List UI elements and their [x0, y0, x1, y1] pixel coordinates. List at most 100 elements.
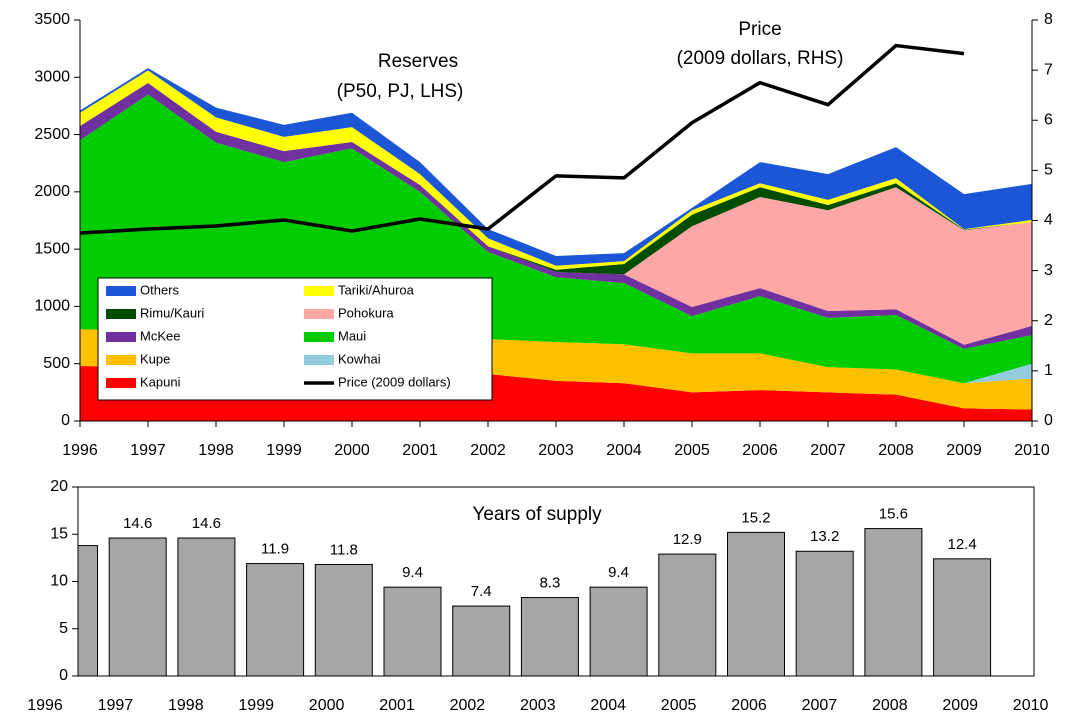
bars [78, 528, 992, 677]
x-tick-label: 2004 [606, 442, 642, 459]
legend-label: Tariki/Ahuroa [338, 282, 415, 297]
x-tick-label: 1997 [98, 697, 134, 714]
y2-tick-label: 2 [1044, 312, 1053, 329]
line [79, 43, 965, 235]
bar [933, 558, 992, 677]
x-tick-label: 2010 [1014, 442, 1050, 459]
annotation: (2009 dollars, RHS) [677, 48, 844, 69]
x-tick-label: 2003 [520, 697, 556, 714]
area [80, 70, 1032, 270]
x-tick-label: 2003 [538, 442, 574, 459]
data-label: 12.4 [947, 536, 976, 553]
legend-swatch [106, 286, 136, 296]
data-label: 11.8 [330, 541, 358, 558]
legend-box [97, 277, 493, 401]
data-label: 14.6 [192, 515, 221, 532]
legend-label: Rimu/Kauri [140, 305, 204, 320]
chart-title: Years of supply [472, 504, 602, 525]
x-tick-label: 2000 [334, 442, 370, 459]
legend-label: Others [140, 282, 180, 297]
data-label: 11.9 [261, 541, 289, 558]
reserves-chart: 0 500 1000 1500 2000 2500 3000 3500 0 1 2 3 4 5 6 7 8 199… [34, 11, 1053, 459]
legend-swatch [304, 355, 334, 365]
y2-tick-label: 5 [1044, 162, 1053, 179]
x-tick-label: 2007 [802, 697, 838, 714]
legend-label: Kapuni [140, 374, 181, 389]
y-tick-label: 20 [50, 478, 68, 495]
x-tick-label: 1999 [238, 697, 274, 714]
x-tick-label: 1996 [62, 442, 98, 459]
x-tick-label: 2001 [379, 697, 415, 714]
bar [383, 586, 442, 677]
y-tick-label: 15 [50, 525, 68, 542]
x-tick-label: 2001 [402, 442, 438, 459]
x-tick-label: 2008 [872, 697, 908, 714]
legend-label: Pohokura [338, 305, 394, 320]
data-label: 9.4 [608, 564, 629, 581]
bar [795, 550, 854, 677]
y-tick-label: 0 [59, 667, 68, 684]
x-tick-label: 1998 [168, 697, 204, 714]
bar [658, 553, 717, 677]
x-tick-label: 2009 [946, 442, 982, 459]
area [80, 83, 1032, 349]
x-tick-label: 1996 [27, 697, 63, 714]
data-label: 12.9 [673, 531, 702, 548]
y2-tick-label: 1 [1044, 362, 1053, 379]
x-tick-label: 2005 [674, 442, 710, 459]
x-tick-label: 2006 [731, 697, 767, 714]
y-tick-label: 500 [43, 355, 70, 372]
annotation: Reserves [378, 51, 458, 72]
y-tick-label: 3500 [34, 11, 70, 28]
legend-swatch [304, 332, 334, 342]
data-label: 8.3 [539, 575, 560, 592]
y-tick-label: 2000 [34, 183, 70, 200]
x-tick-label: 2002 [470, 442, 506, 459]
data-label: 14.6 [123, 515, 152, 532]
bar [246, 563, 305, 677]
x-tick-label: 1998 [198, 442, 234, 459]
bar [452, 605, 511, 677]
y2-tick-label: 8 [1044, 11, 1053, 28]
data-label: 15.2 [741, 509, 770, 526]
legend-label: McKee [140, 328, 180, 343]
bar [177, 537, 236, 677]
legend-label: Price (2009 dollars) [338, 374, 451, 389]
area [80, 68, 1032, 266]
legend-label: Maui [338, 328, 366, 343]
y-tick-label: 2500 [34, 126, 70, 143]
data-label: 13.2 [810, 528, 839, 545]
y-tick-label: 0 [61, 412, 70, 429]
data-label: 7.4 [471, 583, 492, 600]
bar [314, 563, 373, 677]
data-label: 15.6 [879, 506, 908, 523]
supply-chart: 14.6 14.6 11.9 11.8 9.4 7.4 8.3 9.4 12.9 15.2 13.2… [27, 478, 1048, 714]
x-tick-label: 2002 [450, 697, 486, 714]
x-tick-label: 2007 [810, 442, 846, 459]
bar [727, 531, 785, 677]
data-label: 9.4 [402, 564, 423, 581]
annotation: Price [738, 19, 781, 40]
legend-swatch [106, 378, 136, 388]
y2-tick-label: 3 [1044, 262, 1053, 279]
legend: Others Tariki/Ahuroa Rimu/Kauri Pohokura McK… [97, 277, 493, 401]
bar [864, 528, 923, 677]
y-tick-label: 10 [50, 573, 68, 590]
legend-label: Kowhai [338, 351, 381, 366]
legend-swatch [106, 355, 136, 365]
y-tick-label: 5 [59, 620, 68, 637]
x-tick-label: 2000 [309, 697, 345, 714]
annotation: (P50, PJ, LHS) [337, 81, 464, 102]
bar [520, 597, 579, 677]
y-tick-label: 3000 [34, 69, 70, 86]
x-tick-label: 2004 [590, 697, 626, 714]
y2-tick-label: 0 [1044, 412, 1053, 429]
legend-swatch [304, 309, 334, 319]
legend-swatch [304, 286, 334, 296]
legend-label: Kupe [140, 351, 170, 366]
x-tick-label: 2009 [942, 697, 978, 714]
x-tick-label: 2010 [1013, 697, 1049, 714]
bar [589, 586, 648, 677]
x-tick-label: 1999 [266, 442, 302, 459]
